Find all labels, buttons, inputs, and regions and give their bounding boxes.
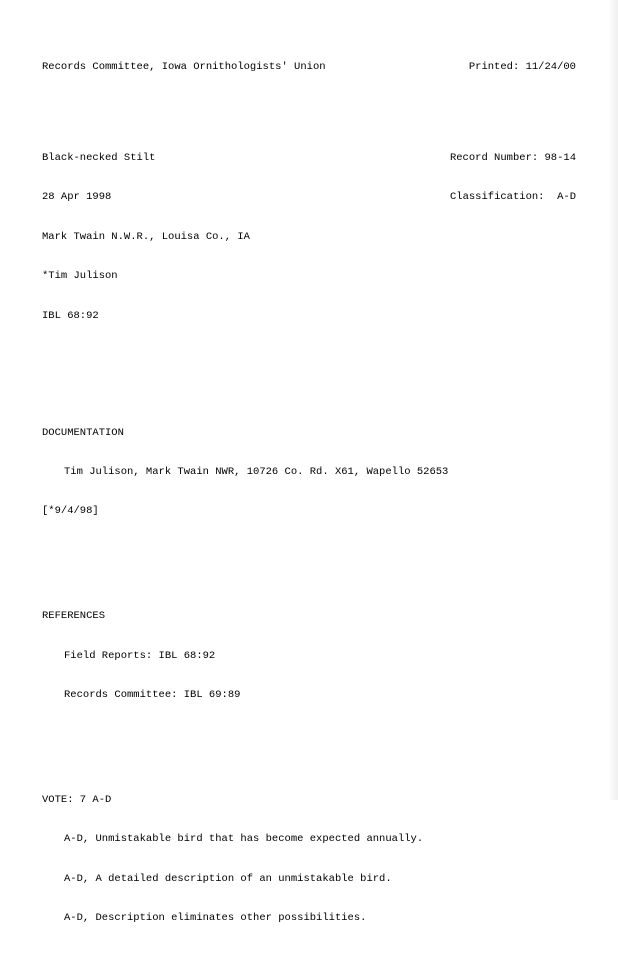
references-block: REFERENCES Field Reports: IBL 68:92 Reco… bbox=[42, 584, 576, 728]
classification-label: Classification: bbox=[450, 191, 545, 203]
record-date: 28 Apr 1998 bbox=[42, 191, 111, 204]
page-edge-shadow bbox=[610, 0, 618, 800]
record-number-label: Record Number: bbox=[450, 152, 538, 164]
record-location: Mark Twain N.W.R., Louisa Co., IA bbox=[42, 231, 576, 244]
references-records-committee: Records Committee: IBL 69:89 bbox=[42, 689, 576, 702]
committee-name: Records Committee, Iowa Ornithologists' … bbox=[42, 61, 326, 74]
classification-block: Classification: A-D bbox=[450, 191, 576, 204]
record-ibl: IBL 68:92 bbox=[42, 310, 576, 323]
vote-heading: VOTE: 7 A-D bbox=[42, 794, 576, 807]
vote-line-0: A-D, Unmistakable bird that has become e… bbox=[42, 833, 576, 846]
vote-line-2: A-D, Description eliminates other possib… bbox=[42, 912, 576, 925]
printed-date: 11/24/00 bbox=[526, 61, 576, 73]
vote-line-1: A-D, A detailed description of an unmist… bbox=[42, 873, 576, 886]
documentation-block: DOCUMENTATION Tim Julison, Mark Twain NW… bbox=[42, 400, 576, 544]
documentation-heading: DOCUMENTATION bbox=[42, 427, 576, 440]
references-heading: REFERENCES bbox=[42, 610, 576, 623]
record-block: Black-necked Stilt Record Number: 98-14 … bbox=[42, 126, 576, 349]
species-name: Black-necked Stilt bbox=[42, 152, 155, 165]
record-observer: *Tim Julison bbox=[42, 270, 576, 283]
documentation-text: Tim Julison, Mark Twain NWR, 10726 Co. R… bbox=[42, 466, 576, 479]
references-field-reports: Field Reports: IBL 68:92 bbox=[42, 650, 576, 663]
documentation-date-note: [*9/4/98] bbox=[42, 505, 576, 518]
printed-info: Printed: 11/24/00 bbox=[469, 61, 576, 74]
document-page: Records Committee, Iowa Ornithologists' … bbox=[42, 35, 576, 965]
record-line-2: 28 Apr 1998 Classification: A-D bbox=[42, 191, 576, 204]
record-number-value: 98-14 bbox=[544, 152, 576, 164]
classification-value: A-D bbox=[557, 191, 576, 203]
record-line-1: Black-necked Stilt Record Number: 98-14 bbox=[42, 152, 576, 165]
header-row: Records Committee, Iowa Ornithologists' … bbox=[42, 61, 576, 74]
vote-block: VOTE: 7 A-D A-D, Unmistakable bird that … bbox=[42, 768, 576, 952]
printed-label: Printed: bbox=[469, 61, 519, 73]
record-number-block: Record Number: 98-14 bbox=[450, 152, 576, 165]
